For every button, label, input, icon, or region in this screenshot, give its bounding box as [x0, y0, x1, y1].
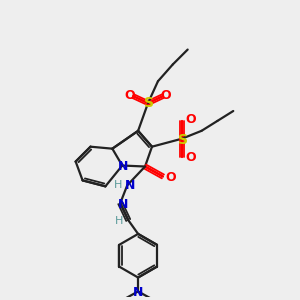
- Text: H: H: [115, 216, 124, 226]
- Text: O: O: [185, 113, 196, 126]
- Text: N: N: [133, 286, 143, 299]
- Text: N: N: [125, 179, 135, 192]
- Text: O: O: [125, 89, 136, 102]
- Text: O: O: [160, 89, 171, 102]
- Text: O: O: [185, 151, 196, 164]
- Text: N: N: [118, 198, 128, 211]
- Text: O: O: [166, 171, 176, 184]
- Text: N: N: [118, 160, 128, 173]
- Text: S: S: [178, 133, 188, 147]
- Text: S: S: [144, 96, 154, 110]
- Text: H: H: [114, 180, 122, 190]
